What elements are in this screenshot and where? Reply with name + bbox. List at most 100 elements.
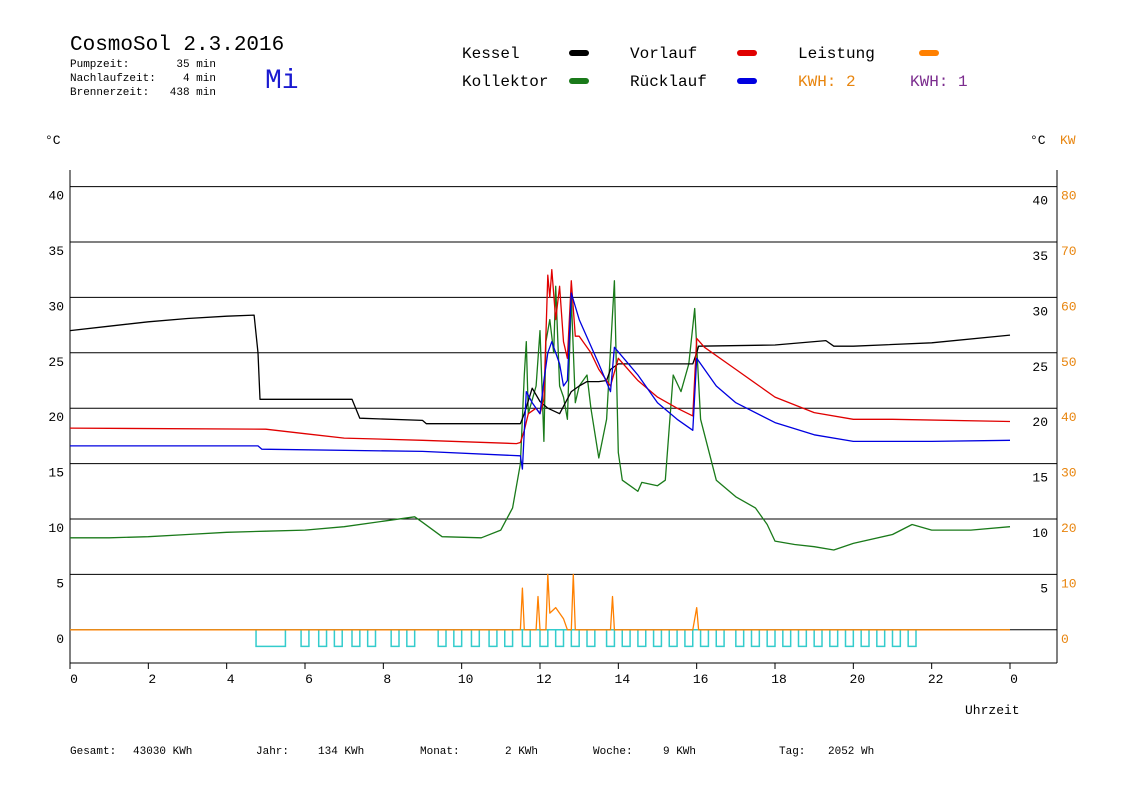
pump-on xyxy=(668,629,678,648)
y-right-tick-label: 15 xyxy=(1032,471,1048,486)
pump-on xyxy=(860,629,870,648)
stat-label: Brennerzeit: xyxy=(70,87,149,99)
x-tick-label: 12 xyxy=(536,672,552,687)
legend-label: Leistung xyxy=(798,45,875,63)
y2-tick-label: 60 xyxy=(1061,299,1077,314)
x-tick-label: 20 xyxy=(850,672,866,687)
y-right-tick-label: 35 xyxy=(1032,249,1048,264)
weekday: Mi xyxy=(265,66,299,97)
pump-on xyxy=(829,629,839,648)
footer-value: 134 KWh xyxy=(318,746,364,758)
chart-title: CosmoSol 2.3.2016 xyxy=(70,34,284,57)
y-tick-label: 0 xyxy=(56,632,64,647)
stat-label: Pumpzeit: xyxy=(70,59,129,71)
pump-on xyxy=(813,629,823,648)
legend-label: Vorlauf xyxy=(630,45,697,63)
kwh-label: KWH: 1 xyxy=(910,73,968,91)
x-tick-label: 22 xyxy=(928,672,944,687)
y-right-tick-label: 10 xyxy=(1032,526,1048,541)
pump-on xyxy=(521,629,531,648)
y2-tick-label: 20 xyxy=(1061,521,1077,536)
y-tick-label: 40 xyxy=(48,189,64,204)
series-line xyxy=(69,269,1011,445)
x-tick-label: 2 xyxy=(148,672,156,687)
y-unit: °C xyxy=(45,133,61,148)
y-tick-label: 10 xyxy=(48,521,64,536)
footer-value: 2052 Wh xyxy=(828,746,874,758)
y2-tick-label: 30 xyxy=(1061,466,1077,481)
y-right-tick-label: 40 xyxy=(1032,194,1048,209)
x-tick-label: 18 xyxy=(771,672,787,687)
pump-on xyxy=(766,629,776,648)
series-line xyxy=(69,314,1011,425)
pump-on xyxy=(351,629,361,648)
pump-on xyxy=(300,629,310,648)
series-line xyxy=(70,292,1011,470)
pump-on xyxy=(317,629,328,648)
stat-label: Nachlaufzeit: xyxy=(70,73,156,85)
pump-on xyxy=(797,629,808,648)
stat-value: 35 min xyxy=(176,59,216,71)
pump-on xyxy=(470,629,481,648)
pump-on xyxy=(699,629,710,648)
y-tick-label: 5 xyxy=(56,576,64,591)
y-tick-label: 25 xyxy=(48,355,64,370)
pump-on xyxy=(876,629,886,648)
x-tick-label: 0 xyxy=(1010,672,1018,687)
pump-on xyxy=(570,629,580,648)
y-tick-label: 15 xyxy=(48,466,64,481)
y-right-tick-label: 25 xyxy=(1032,360,1048,375)
pump-on xyxy=(554,629,565,648)
y2-tick-label: 10 xyxy=(1061,576,1077,591)
pump-on xyxy=(333,629,343,648)
pump-on xyxy=(605,629,616,648)
y2-tick-label: 80 xyxy=(1061,189,1077,204)
y-tick-label: 20 xyxy=(48,410,64,425)
pump-on xyxy=(366,629,377,648)
pump-on xyxy=(891,629,902,648)
x-tick-label: 10 xyxy=(458,672,474,687)
pump-on xyxy=(735,629,745,648)
legend-label: Rücklauf xyxy=(630,73,707,91)
y-right-tick-label: 20 xyxy=(1032,415,1048,430)
pump-on xyxy=(652,629,663,648)
x-tick-label: 8 xyxy=(383,672,391,687)
kwh-label: KWH: 2 xyxy=(798,73,856,91)
y-tick-label: 30 xyxy=(48,299,64,314)
pump-on xyxy=(844,629,855,648)
y-right-unit: °C xyxy=(1030,133,1046,148)
y2-unit: KW xyxy=(1060,133,1076,148)
pump-on xyxy=(453,629,463,648)
series-line xyxy=(70,573,1010,631)
pump-on xyxy=(907,629,917,648)
footer-label: Tag: xyxy=(779,746,805,758)
footer-value: 9 KWh xyxy=(663,746,696,758)
legend-label: Kessel xyxy=(462,45,520,63)
pump-on xyxy=(488,629,498,648)
pump-on xyxy=(539,629,549,648)
pump-on xyxy=(437,629,447,648)
y-right-tick-label: 30 xyxy=(1032,304,1048,319)
pump-on xyxy=(406,629,416,648)
x-tick-label: 4 xyxy=(227,672,235,687)
series-line xyxy=(70,280,1011,551)
y2-tick-label: 0 xyxy=(1061,632,1069,647)
pump-on xyxy=(715,629,725,648)
footer-label: Woche: xyxy=(593,746,633,758)
y-right-tick-label: 5 xyxy=(1040,581,1048,596)
y-tick-label: 35 xyxy=(48,244,64,259)
footer-value: 2 KWh xyxy=(505,746,538,758)
footer-value: 43030 KWh xyxy=(133,746,192,758)
stat-value: 438 min xyxy=(170,87,216,99)
footer-label: Monat: xyxy=(420,746,460,758)
x-tick-label: 16 xyxy=(693,672,709,687)
pump-on xyxy=(390,629,400,648)
footer-label: Jahr: xyxy=(256,746,289,758)
pump-on xyxy=(782,629,792,648)
pump-on xyxy=(504,629,514,648)
stat-value: 4 min xyxy=(183,73,216,85)
x-tick-label: 14 xyxy=(615,672,631,687)
pump-on xyxy=(637,629,647,648)
y2-tick-label: 50 xyxy=(1061,355,1077,370)
